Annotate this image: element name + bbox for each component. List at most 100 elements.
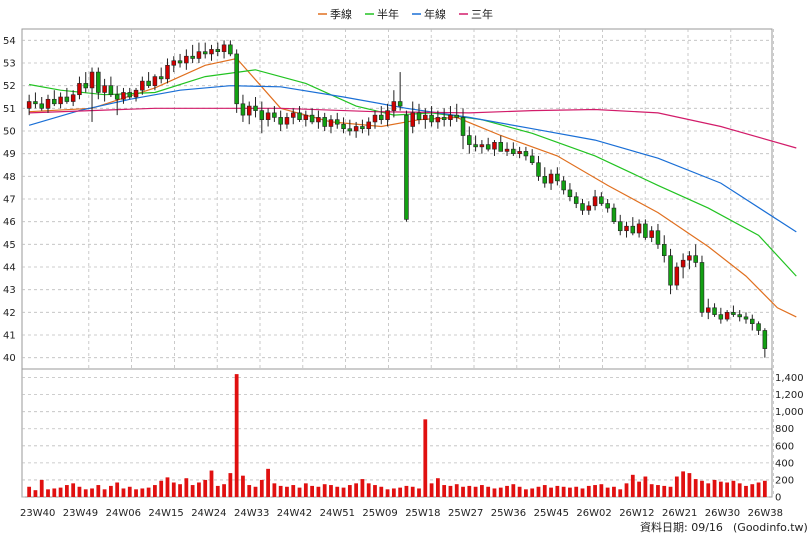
x-tick-label: 25W09	[362, 508, 397, 519]
volume-bar	[329, 485, 333, 497]
candle-body	[611, 207, 617, 222]
candle-body	[454, 114, 459, 118]
candle-body	[328, 119, 334, 127]
candle-body	[297, 112, 302, 120]
volume-bar	[272, 483, 277, 497]
candle-body	[724, 312, 730, 320]
candle-body	[379, 114, 384, 120]
x-tick-label: 24W51	[320, 508, 355, 519]
candle-body	[70, 94, 76, 102]
volume-bar	[134, 489, 138, 497]
candle-body	[171, 60, 177, 66]
volume-bar	[341, 487, 346, 497]
legend-label-3: 三年	[471, 7, 493, 21]
volume-bar	[429, 483, 434, 497]
volume-bar	[750, 484, 755, 497]
volume-bar	[410, 486, 415, 497]
x-tick-label: 25W36	[491, 508, 526, 519]
candle-body	[83, 83, 88, 89]
price-tick-label: 42	[3, 308, 16, 319]
volume-bar	[102, 489, 107, 497]
x-axis-ticks: 23W40 23W49 24W06 24W15 24W24 24W33 24W42 24W51…	[20, 508, 783, 519]
legend-label-0: 季線	[330, 7, 352, 21]
candle-body	[498, 142, 504, 152]
x-tick-label: 26W12	[619, 508, 654, 519]
price-tick-label: 44	[3, 263, 16, 274]
data-date-label: 資料日期: 09/16	[640, 520, 723, 534]
volume-bar	[379, 486, 384, 497]
candle-body	[322, 117, 327, 127]
volume-bar	[71, 483, 76, 497]
volume-bar	[448, 485, 453, 497]
candle-body	[693, 255, 698, 263]
candle-body	[605, 203, 610, 209]
volume-bar	[574, 486, 579, 497]
volume-bar	[423, 419, 428, 497]
volume-bar	[385, 489, 390, 497]
candle-body	[26, 101, 32, 109]
volume-bar	[222, 484, 226, 497]
volume-bar	[259, 479, 264, 497]
volume-bar	[115, 482, 120, 497]
volume-grid	[22, 377, 772, 498]
legend-label-2: 年線	[424, 7, 446, 21]
candle-body	[45, 98, 51, 109]
candle-body	[473, 144, 478, 148]
volume-axis-ticks: 0 200 400 600 800 1,000 1,200 1,400	[775, 373, 804, 503]
volume-bar	[234, 374, 239, 497]
x-tick-label: 26W21	[662, 508, 697, 519]
price-tick-label: 41	[3, 331, 16, 342]
volume-bar	[687, 473, 692, 497]
candle-body	[64, 96, 70, 102]
volume-tick-label: 600	[775, 441, 794, 452]
candle-body	[668, 255, 673, 286]
volume-bar	[568, 487, 572, 497]
volume-bar	[693, 479, 698, 497]
volume-bar	[27, 486, 32, 497]
candle-body	[127, 92, 133, 98]
candle-body	[114, 94, 120, 100]
volume-bar	[731, 480, 736, 497]
volume-bar	[228, 473, 233, 497]
volume-bar	[285, 486, 289, 497]
candle-body	[706, 307, 711, 313]
candle-body	[96, 71, 101, 93]
volume-bar	[278, 485, 283, 497]
candle-body	[680, 259, 686, 268]
volume-bar	[586, 485, 591, 497]
volume-bar	[58, 487, 63, 497]
candle-body	[265, 112, 271, 120]
volume-bar	[599, 484, 604, 497]
volume-bar	[511, 484, 516, 497]
volume-bar	[253, 486, 258, 497]
candle-body	[52, 98, 57, 105]
volume-bar	[637, 481, 641, 497]
candle-body	[687, 255, 692, 261]
volume-bar	[605, 487, 610, 497]
volume-bar	[77, 486, 82, 497]
volume-bar	[674, 476, 679, 497]
candle-body	[404, 114, 409, 220]
candle-body	[272, 112, 277, 118]
candle-body	[561, 180, 566, 191]
volume-bar	[209, 470, 214, 497]
candle-body	[253, 105, 258, 111]
volume-bar	[656, 485, 660, 497]
candle-body	[592, 196, 598, 207]
price-tick-label: 47	[3, 195, 16, 206]
candle-body	[712, 307, 717, 315]
x-tick-label: 26W30	[705, 508, 740, 519]
volume-bar	[90, 488, 94, 497]
candle-body	[630, 225, 636, 234]
volume-bar	[536, 486, 541, 497]
ma-line-3	[29, 107, 797, 149]
volume-bar	[480, 485, 484, 497]
volume-bar	[486, 486, 491, 497]
x-tick-label: 24W24	[191, 508, 226, 519]
candle-body	[284, 117, 290, 125]
volume-bar	[744, 485, 748, 497]
volume-bar	[435, 478, 440, 497]
candle-body	[385, 110, 390, 120]
volume-bar	[649, 484, 654, 497]
